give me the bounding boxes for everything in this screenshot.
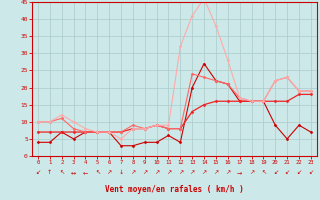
X-axis label: Vent moyen/en rafales ( km/h ): Vent moyen/en rafales ( km/h ) bbox=[105, 185, 244, 194]
